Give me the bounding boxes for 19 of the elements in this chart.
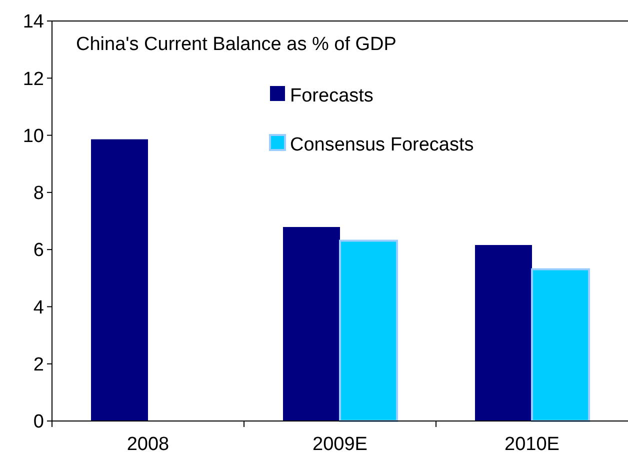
legend-label: Consensus Forecasts [290, 134, 474, 156]
y-tick-label: 4 [33, 297, 44, 318]
y-tick-label: 10 [22, 126, 44, 147]
bar [91, 139, 148, 421]
y-tick-label: 14 [22, 12, 44, 33]
x-tick-label: 2009E [312, 434, 368, 455]
legend-label: Forecasts [290, 86, 374, 107]
y-tick-label: 12 [22, 68, 44, 90]
bar [475, 245, 532, 421]
y-tick-label: 2 [33, 354, 44, 376]
x-tick-label: 2008 [126, 434, 170, 455]
bar [283, 227, 340, 421]
x-tick-label: 2010E [504, 434, 560, 455]
text: China's Current Balance as % of GDP [76, 34, 396, 55]
bar [531, 268, 590, 422]
bar [339, 240, 398, 422]
y-tick-label: 0 [33, 412, 44, 433]
y-tick-label: 8 [33, 183, 44, 204]
y-tick-label: 6 [33, 240, 44, 262]
